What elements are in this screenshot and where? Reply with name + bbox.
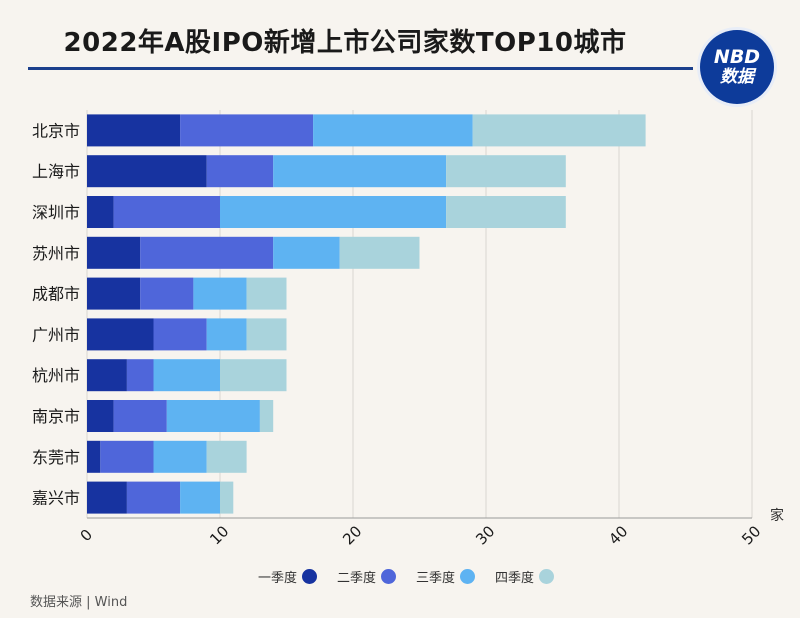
bar-segment (87, 114, 181, 147)
bar-segment (206, 155, 274, 188)
bar-segment (193, 277, 247, 310)
category-label: 上海市 (32, 162, 80, 181)
legend-label: 四季度 (495, 570, 535, 586)
bar-segment (220, 481, 234, 514)
bar-segment (166, 400, 260, 432)
legend-label: 二季度 (337, 570, 377, 586)
category-label: 成都市 (32, 285, 80, 304)
bar-segment (87, 196, 114, 228)
bar-segment (100, 440, 154, 473)
bar-segment (87, 481, 127, 514)
legend-swatch (381, 568, 397, 584)
legend-swatch (302, 568, 318, 584)
legend-item: 三季度 (416, 567, 476, 586)
bar-segment (153, 440, 207, 473)
bar-segment (87, 400, 114, 432)
bar-segment (259, 400, 274, 432)
chart-title: 2022年A股IPO新增上市公司家数TOP10城市 (63, 28, 627, 58)
bar-segment (87, 236, 141, 269)
x-tick-label: 20 (339, 522, 365, 548)
bar-segment (87, 359, 127, 392)
bar-segment (87, 440, 101, 473)
bar-segment (140, 277, 194, 310)
category-label: 苏州市 (32, 244, 80, 263)
bar-segment (126, 481, 181, 514)
bar-segment (126, 359, 154, 392)
bar-segment (153, 318, 207, 351)
category-label: 北京市 (32, 121, 80, 140)
x-tick-label: 0 (77, 526, 96, 545)
logo-text-data: 数据 (720, 67, 754, 87)
data-source: 数据来源 | Wind (30, 595, 128, 610)
bar-segment (140, 236, 274, 269)
bar-segment (87, 155, 207, 188)
x-tick-label: 30 (472, 522, 498, 548)
legend-item: 一季度 (258, 567, 318, 586)
legend-swatch (539, 568, 555, 584)
x-axis-unit: 家 (770, 507, 784, 524)
bar-segment (313, 114, 473, 147)
chart-legend: 一季度 二季度 三季度 四季度 (258, 566, 555, 586)
nbd-logo: NBD 数据 (700, 30, 774, 104)
bar-segment (153, 359, 220, 392)
bar-segment (113, 196, 220, 228)
bar-segment (472, 114, 646, 147)
bar-segment (180, 114, 314, 147)
logo-text-nbd: NBD (713, 46, 761, 68)
title-underline (28, 67, 693, 70)
bar-segment (206, 318, 247, 351)
bar-segment (220, 196, 447, 228)
legend-swatch (460, 568, 476, 584)
bar-segment (246, 277, 287, 310)
category-label: 深圳市 (32, 203, 80, 222)
category-label: 南京市 (32, 407, 80, 426)
bar-segment (87, 277, 141, 310)
bar-segment (339, 236, 420, 269)
bar-segment (446, 196, 566, 228)
x-tick-label: 40 (605, 522, 631, 548)
category-label: 杭州市 (32, 366, 80, 385)
category-label: 广州市 (32, 325, 80, 344)
bar-segment (220, 359, 287, 392)
x-tick-label: 10 (206, 522, 232, 548)
bar-segment (180, 481, 220, 514)
legend-item: 四季度 (495, 567, 555, 586)
bar-segment (246, 318, 287, 351)
bar-segment (446, 155, 566, 188)
bar-segment (87, 318, 154, 351)
category-label: 东莞市 (32, 448, 80, 467)
legend-label: 三季度 (416, 570, 456, 586)
bar-segment (206, 440, 247, 473)
bar-segment (273, 236, 340, 269)
legend-label: 一季度 (258, 570, 298, 586)
legend-item: 二季度 (337, 567, 397, 586)
bar-segment (113, 400, 167, 432)
x-tick-label: 50 (738, 522, 764, 548)
category-label: 嘉兴市 (32, 489, 80, 508)
bar-segment (273, 155, 447, 188)
